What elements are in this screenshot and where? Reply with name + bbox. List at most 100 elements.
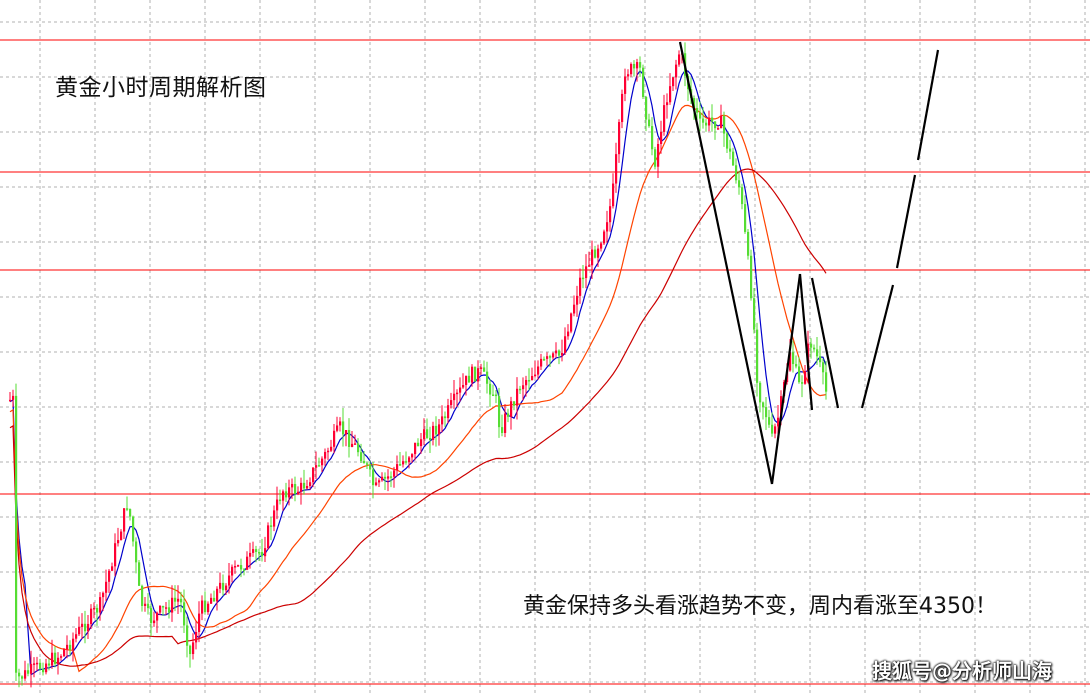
candle-body bbox=[528, 379, 531, 382]
candle-body bbox=[186, 625, 189, 646]
candle-body bbox=[534, 374, 537, 377]
candle-body bbox=[123, 508, 126, 532]
candle-body bbox=[624, 76, 627, 94]
candle-body bbox=[219, 582, 222, 589]
candle-body bbox=[738, 180, 741, 188]
candle-body bbox=[30, 663, 33, 674]
candle-body bbox=[600, 243, 603, 249]
candle-body bbox=[180, 598, 183, 603]
candle-body bbox=[627, 74, 630, 77]
candle-body bbox=[93, 607, 96, 610]
candle-body bbox=[639, 62, 642, 68]
candle-body bbox=[18, 672, 21, 677]
candle-body bbox=[558, 350, 561, 356]
candle-body bbox=[327, 450, 330, 453]
candle-body bbox=[258, 551, 261, 554]
forecast-annotation: 黄金保持多头看涨趋势不变，周内看涨至4350！ bbox=[523, 594, 997, 619]
candle-body bbox=[357, 443, 360, 453]
candle-body bbox=[561, 352, 564, 356]
candle-body bbox=[501, 427, 504, 433]
candle-body bbox=[24, 670, 27, 679]
candle-body bbox=[366, 463, 369, 465]
candle-body bbox=[63, 649, 66, 657]
candle-body bbox=[651, 126, 654, 150]
candle-body bbox=[78, 627, 81, 635]
candle-body bbox=[693, 98, 696, 109]
candle-body bbox=[765, 407, 768, 418]
candle-body bbox=[216, 588, 219, 602]
candle-body bbox=[162, 605, 165, 608]
candle-body bbox=[633, 63, 636, 69]
candle-body bbox=[249, 552, 252, 557]
candle-body bbox=[303, 482, 306, 489]
forecast-line-segment bbox=[895, 174, 917, 269]
candle-body bbox=[537, 366, 540, 375]
candle-body bbox=[321, 458, 324, 466]
candle-body bbox=[111, 566, 114, 571]
candle-body bbox=[699, 112, 702, 119]
candle-body bbox=[390, 476, 393, 478]
candle-body bbox=[354, 443, 357, 445]
candle-body bbox=[417, 442, 420, 447]
candle-body bbox=[195, 632, 198, 643]
candle-body bbox=[795, 364, 798, 367]
candle-body bbox=[309, 482, 312, 487]
candle-body bbox=[39, 662, 42, 669]
candle-body bbox=[762, 402, 765, 408]
candle-body bbox=[318, 465, 321, 467]
candle-body bbox=[393, 470, 396, 477]
candle-body bbox=[246, 556, 249, 570]
candle-body bbox=[12, 395, 15, 400]
candle-body bbox=[336, 425, 339, 431]
candle-body bbox=[87, 623, 90, 632]
candle-body bbox=[27, 670, 30, 674]
candle-body bbox=[507, 413, 510, 417]
candle-body bbox=[768, 417, 771, 425]
candle-body bbox=[264, 548, 267, 557]
forecast-line-segment bbox=[860, 284, 895, 409]
forecast-line-segment bbox=[798, 273, 814, 411]
candle-body bbox=[753, 298, 756, 330]
forecast-lines bbox=[678, 41, 940, 485]
ma-long-line bbox=[9, 168, 827, 667]
candle-body bbox=[57, 657, 60, 664]
candle-body bbox=[594, 249, 597, 258]
candle-body bbox=[825, 372, 828, 392]
candle-body bbox=[516, 388, 519, 406]
candle-body bbox=[744, 204, 747, 232]
candle-body bbox=[171, 597, 174, 613]
candle-body bbox=[474, 366, 477, 382]
candle-body bbox=[48, 663, 51, 666]
candle-body bbox=[447, 405, 450, 419]
candle-body bbox=[567, 331, 570, 337]
candle-body bbox=[84, 623, 87, 632]
candle-body bbox=[462, 385, 465, 388]
candle-body bbox=[582, 277, 585, 280]
candle-body bbox=[363, 460, 366, 464]
candle-body bbox=[822, 362, 825, 373]
candle-body bbox=[708, 117, 711, 126]
candle-body bbox=[105, 581, 108, 593]
candle-body bbox=[492, 394, 495, 397]
candle-body bbox=[642, 67, 645, 97]
candle-body bbox=[552, 353, 555, 358]
candle-body bbox=[228, 575, 231, 586]
candle-body bbox=[324, 451, 327, 459]
candle-body bbox=[720, 115, 723, 129]
candle-body bbox=[654, 149, 657, 167]
candle-body bbox=[438, 424, 441, 435]
candle-body bbox=[645, 96, 648, 120]
candle-body bbox=[747, 231, 750, 256]
candle-body bbox=[201, 600, 204, 614]
moving-averages bbox=[9, 69, 827, 676]
candles bbox=[9, 42, 828, 688]
candle-body bbox=[696, 108, 699, 113]
candle-body bbox=[741, 187, 744, 205]
candle-body bbox=[792, 352, 795, 365]
candle-body bbox=[345, 430, 348, 435]
candle-body bbox=[210, 597, 213, 604]
candle-body bbox=[669, 86, 672, 103]
candle-body bbox=[213, 597, 216, 602]
candle-body bbox=[441, 416, 444, 425]
candle-body bbox=[477, 368, 480, 382]
